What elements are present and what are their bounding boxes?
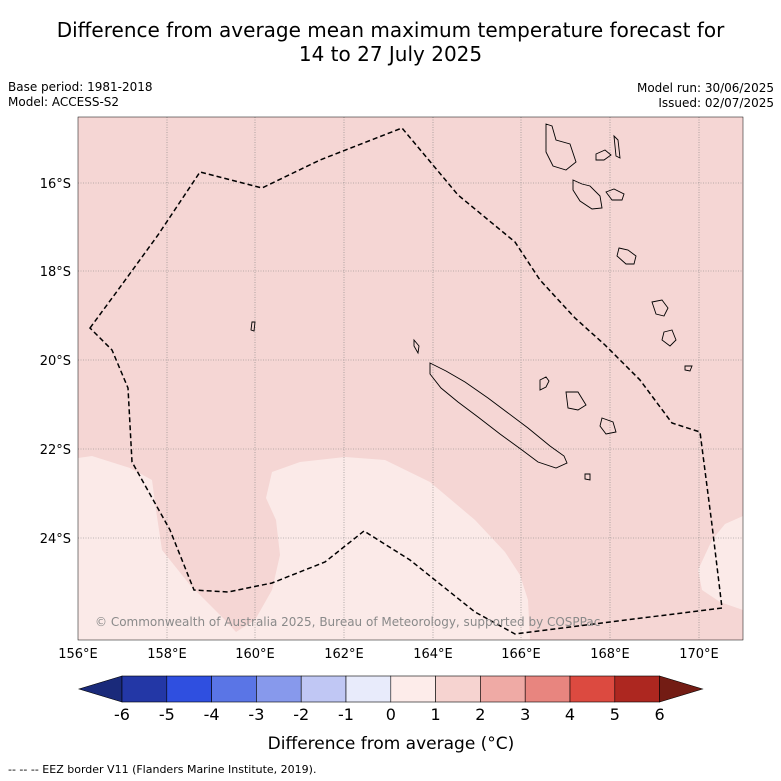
title-line-1: Difference from average mean maximum tem…	[56, 18, 725, 42]
new-caledonia-outline	[429, 362, 568, 469]
colorbar-segment	[480, 675, 526, 703]
colorbar-segment	[569, 675, 616, 703]
colorbar-tick-label: 0	[386, 705, 396, 724]
meta-right: Model run: 30/06/2025 Issued: 02/07/2025	[637, 81, 774, 111]
colorbar	[77, 675, 704, 703]
meta-left: Base period: 1981-2018 Model: ACCESS-S2	[8, 80, 153, 110]
colorbar-tick-label: 3	[520, 705, 530, 724]
minor-islands-outline	[250, 299, 693, 481]
colorbar-tick-label: 5	[610, 705, 620, 724]
model-text: Model: ACCESS-S2	[8, 95, 120, 109]
lat-tick-label: 16°S	[40, 177, 71, 192]
map-frame	[77, 116, 744, 641]
lon-tick-labels: 156°E 158°E 160°E 162°E 164°E 166°E 168°…	[58, 647, 719, 662]
vanuatu-outline	[545, 123, 637, 265]
lon-tick-label: 168°E	[590, 647, 630, 662]
issued-text: Issued: 02/07/2025	[658, 96, 774, 110]
colorbar-segment	[435, 675, 481, 703]
lat-tick-label: 22°S	[40, 443, 71, 458]
colorbar-segment	[345, 675, 392, 703]
colorbar-segment	[211, 675, 257, 703]
copyright-text: © Commonwealth of Australia 2025, Bureau…	[95, 615, 600, 629]
lat-tick-label: 18°S	[40, 265, 71, 280]
gridlines	[78, 117, 743, 640]
colorbar-tick-label: -3	[248, 705, 264, 724]
colorbar-tick-label: -6	[114, 705, 130, 724]
colorbar-extend-low	[77, 675, 123, 703]
base-period-text: Base period: 1981-2018	[8, 80, 153, 94]
colorbar-tick-label: 6	[655, 705, 665, 724]
chart-title: Difference from average mean maximum tem…	[0, 18, 781, 66]
colorbar-segment	[121, 675, 168, 703]
loyalty-islands-outline	[539, 376, 617, 435]
lat-tick-label: 24°S	[40, 532, 71, 547]
colorbar-segment	[614, 675, 660, 703]
colorbar-tick-label: 4	[565, 705, 575, 724]
colorbar-segment	[256, 675, 302, 703]
lat-tick-labels: 16°S 18°S 20°S 22°S 24°S	[40, 177, 71, 547]
lat-tick-label: 20°S	[40, 354, 71, 369]
lon-tick-label: 164°E	[413, 647, 453, 662]
anomaly-region-low-southwest	[78, 456, 530, 640]
colorbar-segment	[300, 675, 347, 703]
eez-legend-note: -- -- -- EEZ border V11 (Flanders Marine…	[8, 763, 317, 776]
lon-tick-label: 170°E	[679, 647, 719, 662]
colorbar-segment	[166, 675, 212, 703]
colorbar-tick-label: -2	[293, 705, 309, 724]
colorbar-ticks: -6 -5 -4 -3 -2 -1 0 1 2 3 4 5 6	[114, 705, 665, 724]
lon-tick-label: 156°E	[58, 647, 98, 662]
lon-tick-label: 166°E	[501, 647, 541, 662]
eez-border	[89, 127, 723, 635]
colorbar-extend-high	[659, 675, 704, 703]
lon-tick-label: 162°E	[324, 647, 364, 662]
colorbar-tick-label: 2	[475, 705, 485, 724]
colorbar-tick-label: -1	[338, 705, 354, 724]
colorbar-tick-label: -5	[159, 705, 175, 724]
colorbar-segment	[390, 675, 436, 703]
colorbar-label: Difference from average (°C)	[268, 734, 515, 754]
colorbar-tick-label: -4	[204, 705, 220, 724]
colorbar-segment	[524, 675, 571, 703]
colorbar-tick-label: 1	[431, 705, 441, 724]
title-line-2: 14 to 27 July 2025	[298, 42, 483, 66]
lon-tick-label: 160°E	[235, 647, 275, 662]
model-run-text: Model run: 30/06/2025	[636, 81, 774, 95]
lon-tick-label: 158°E	[147, 647, 187, 662]
coastlines	[250, 123, 693, 481]
anomaly-region-low-east	[698, 516, 743, 610]
